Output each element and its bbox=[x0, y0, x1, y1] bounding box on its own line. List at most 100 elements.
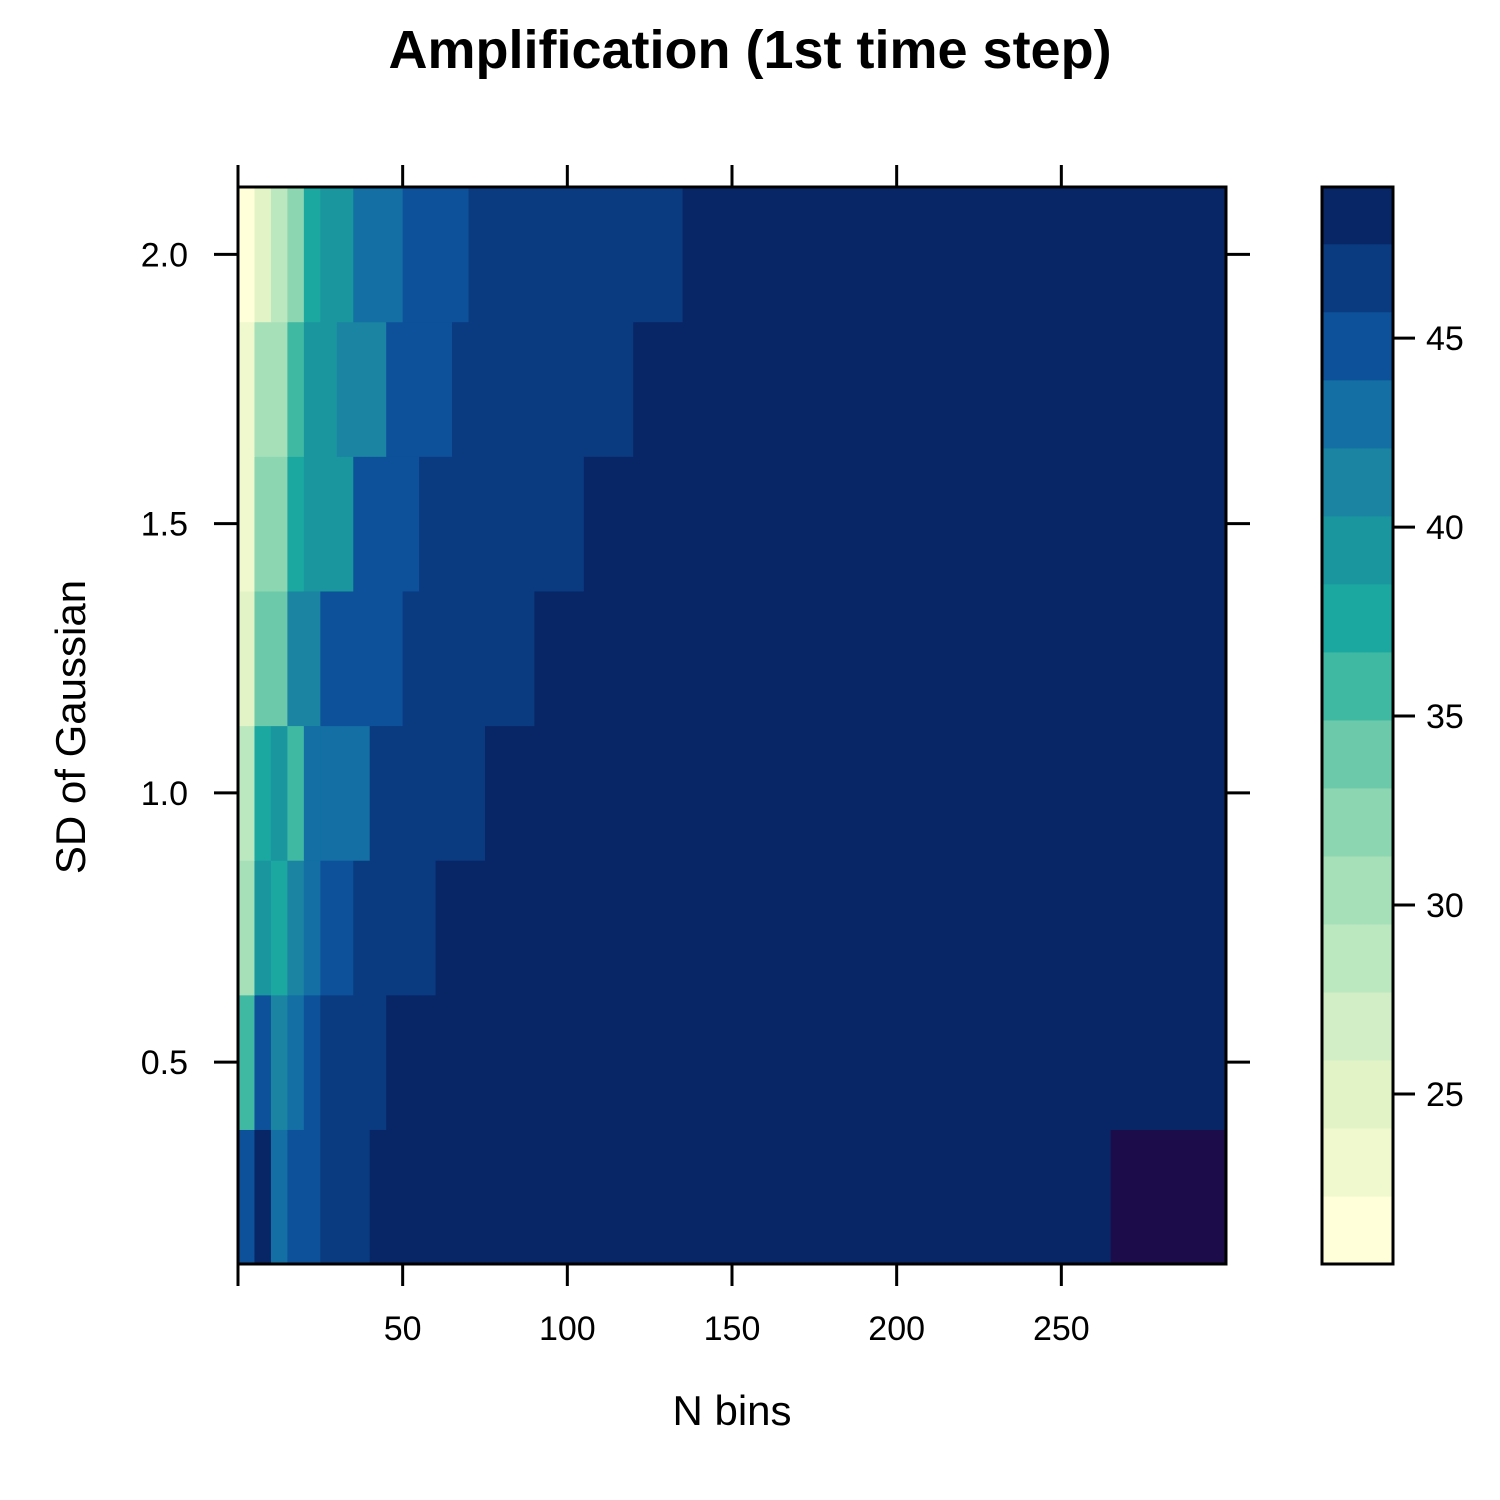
heatmap-cell bbox=[386, 994, 1227, 1130]
heatmap-cell bbox=[353, 187, 404, 323]
heatmap-cell bbox=[402, 187, 470, 323]
heatmap-cell bbox=[238, 994, 256, 1130]
heatmap-cell bbox=[320, 590, 404, 727]
y-axis-label: SD of Gaussian bbox=[47, 580, 94, 874]
heatmap-cell bbox=[270, 994, 288, 1130]
heatmap-cell bbox=[270, 725, 288, 861]
colorbar-swatch bbox=[1322, 923, 1393, 993]
heatmap-cell bbox=[287, 725, 305, 861]
colorbar-frame bbox=[1320, 185, 1395, 1266]
heatmap-cell bbox=[583, 456, 1227, 592]
heatmap-cell bbox=[452, 321, 634, 457]
colorbar bbox=[1322, 187, 1393, 1265]
x-tick-label: 100 bbox=[539, 1310, 596, 1348]
heatmap-cell bbox=[468, 187, 684, 323]
heatmap-cell bbox=[287, 1129, 321, 1265]
x-axis: 50 100 150 200 250 bbox=[236, 165, 1090, 1348]
heatmap-cell bbox=[320, 187, 354, 323]
heatmap-cell bbox=[287, 456, 305, 592]
heatmap-cell bbox=[303, 590, 321, 727]
heatmap-cell bbox=[320, 860, 354, 996]
heatmap-cell bbox=[303, 321, 338, 457]
colorbar-swatch bbox=[1322, 719, 1393, 789]
heatmap-cell bbox=[633, 321, 1227, 457]
heatmap-cell bbox=[320, 725, 371, 861]
heatmap-cell bbox=[287, 590, 305, 727]
colorbar-swatch bbox=[1322, 1059, 1393, 1129]
heatmap-cell bbox=[353, 860, 437, 996]
heatmap-cell bbox=[238, 590, 256, 727]
heatmap-cell bbox=[254, 1129, 272, 1265]
heatmap-cell bbox=[402, 590, 535, 727]
colorbar-swatch bbox=[1322, 187, 1393, 245]
heatmap-cell bbox=[369, 1129, 1112, 1265]
colorbar-swatch bbox=[1322, 651, 1393, 721]
heatmap-cell bbox=[303, 860, 321, 996]
heatmap-cell bbox=[238, 187, 256, 323]
colorbar-tick-label: 40 bbox=[1426, 509, 1464, 547]
heatmap-cell bbox=[287, 860, 305, 996]
colorbar-tick-label: 25 bbox=[1426, 1076, 1464, 1114]
heatmap-cell bbox=[254, 321, 288, 457]
heatmap-cell bbox=[270, 860, 288, 996]
heatmap-cell bbox=[254, 860, 272, 996]
heatmap-cell bbox=[303, 994, 321, 1130]
colorbar-swatch bbox=[1322, 447, 1393, 517]
colorbar-swatch bbox=[1322, 991, 1393, 1061]
heatmap-cell bbox=[303, 187, 321, 323]
heatmap-cell bbox=[238, 1129, 256, 1265]
colorbar-swatch bbox=[1322, 787, 1393, 857]
heatmap-cells bbox=[238, 187, 1227, 1265]
colorbar-swatch bbox=[1322, 243, 1393, 313]
x-tick-label: 250 bbox=[1033, 1310, 1090, 1348]
colorbar-swatch bbox=[1322, 1195, 1393, 1265]
colorbar-swatch bbox=[1322, 1127, 1393, 1197]
x-tick-label: 150 bbox=[704, 1310, 761, 1348]
heatmap-cell bbox=[254, 590, 288, 727]
heatmap-cell bbox=[254, 725, 272, 861]
heatmap-cell bbox=[287, 321, 305, 457]
heatmap-cell bbox=[435, 860, 1227, 996]
heatmap-cell bbox=[386, 321, 453, 457]
colorbar-swatch bbox=[1322, 379, 1393, 449]
colorbar-swatch bbox=[1322, 515, 1393, 585]
x-tick-label: 50 bbox=[384, 1310, 422, 1348]
heatmap-cell bbox=[485, 725, 1227, 861]
heatmap-cell bbox=[238, 860, 256, 996]
y-axis: 0.5 1.0 1.5 2.0 bbox=[141, 236, 1250, 1082]
heatmap-cell bbox=[254, 456, 288, 592]
heatmap-cell bbox=[369, 725, 486, 861]
heatmap-cell bbox=[270, 187, 288, 323]
heatmap-cell bbox=[320, 994, 387, 1130]
colorbar-swatch bbox=[1322, 855, 1393, 925]
x-axis-label: N bins bbox=[672, 1387, 791, 1434]
heatmap-cell bbox=[287, 187, 305, 323]
heatmap-cell bbox=[1110, 1129, 1227, 1265]
heatmap-cell bbox=[254, 994, 272, 1130]
heatmap-cell bbox=[303, 725, 321, 861]
colorbar-axis: 25 30 35 40 45 bbox=[1393, 320, 1464, 1114]
heatmap-cell bbox=[419, 456, 585, 592]
heatmap-cell bbox=[238, 321, 256, 457]
colorbar-tick-label: 35 bbox=[1426, 698, 1464, 736]
heatmap-cell bbox=[682, 187, 1227, 323]
heatmap-cell bbox=[238, 456, 256, 592]
heatmap-cell bbox=[270, 1129, 288, 1265]
heatmap-cell bbox=[336, 321, 387, 457]
y-tick-label: 0.5 bbox=[141, 1044, 188, 1082]
y-tick-label: 1.0 bbox=[141, 775, 188, 813]
heatmap-cell bbox=[534, 590, 1227, 727]
heatmap-cell bbox=[303, 456, 354, 592]
y-tick-label: 1.5 bbox=[141, 506, 188, 544]
heatmap-cell bbox=[287, 994, 305, 1130]
colorbar-tick-label: 45 bbox=[1426, 320, 1464, 358]
x-tick-label: 200 bbox=[868, 1310, 925, 1348]
colorbar-swatch bbox=[1322, 311, 1393, 381]
y-tick-label: 2.0 bbox=[141, 236, 188, 274]
colorbar-swatch bbox=[1322, 583, 1393, 653]
chart-title: Amplification (1st time step) bbox=[388, 20, 1111, 80]
colorbar-tick-label: 30 bbox=[1426, 887, 1464, 925]
heatmap-cell bbox=[238, 725, 256, 861]
heatmap-cell bbox=[320, 1129, 371, 1265]
